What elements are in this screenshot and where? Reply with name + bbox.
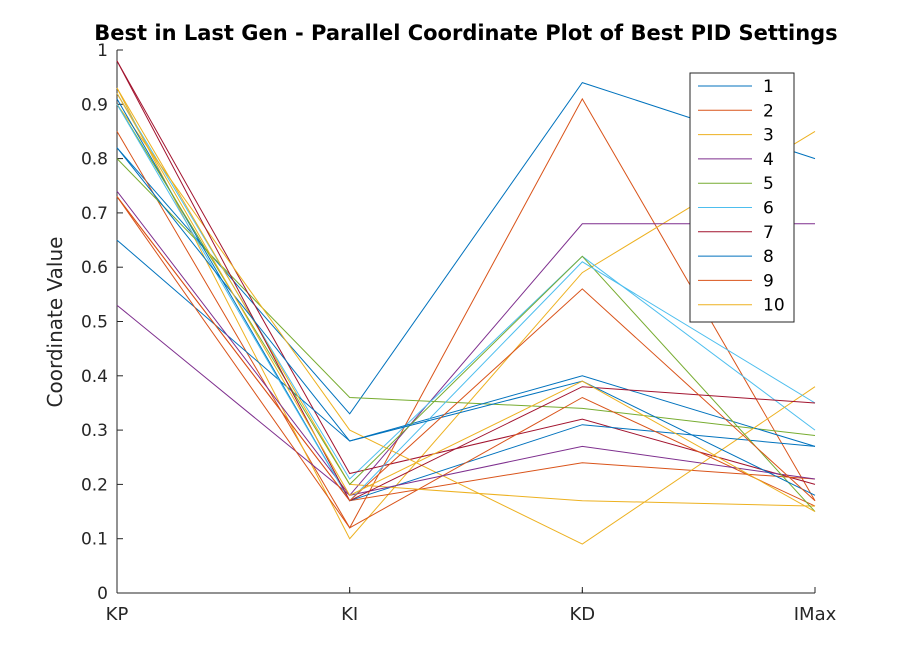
chart-title: Best in Last Gen - Parallel Coordinate P… [94,21,837,45]
series-line-5 [116,158,816,436]
legend-label: 6 [763,199,774,219]
legend: 1 2 3 4 5 6 7 8 9 10 [689,72,795,323]
x-tick-label: KP [106,604,129,625]
y-tick-label: 0 [97,584,108,604]
y-tick-label: 0.8 [81,150,108,170]
y-tick-label: 0.2 [81,475,108,495]
y-axis-label: Coordinate Value [43,237,67,408]
y-tick-label: 0.1 [81,530,108,550]
series-lines [116,60,816,545]
series-line-19 [116,196,816,502]
y-tick-label: 1 [97,41,108,61]
series-line-16 [116,104,816,502]
legend-label: 5 [763,174,774,194]
series-line-13 [116,87,816,507]
series-line-14 [116,190,816,496]
series-line-12 [116,196,816,529]
series-line-20 [116,93,816,513]
x-tick-label: KD [569,604,595,625]
y-tick-label: 0.6 [81,258,108,278]
x-tick-label: IMax [794,604,837,625]
legend-label: 4 [763,150,774,170]
legend-label: 9 [763,271,774,291]
legend-label: 7 [763,223,774,243]
legend-label: 3 [763,126,774,146]
x-tick-label: KI [341,604,358,625]
legend-label: 2 [763,101,774,121]
axes: 0 0.1 0.2 0.3 0.4 0.5 0.6 0.7 0.8 0.9 1 KP KI KD IMax [81,41,837,625]
y-tick-label: 0.4 [81,367,108,387]
legend-label: 10 [763,296,785,316]
y-tick-label: 0.9 [81,95,108,115]
legend-label: 8 [763,247,774,267]
series-line-10 [116,104,816,545]
y-tick-label: 0.7 [81,204,108,224]
y-tick-label: 0.5 [81,313,108,333]
y-tick-label: 0.3 [81,421,108,441]
legend-label: 1 [763,77,774,97]
series-line-8 [116,239,816,447]
